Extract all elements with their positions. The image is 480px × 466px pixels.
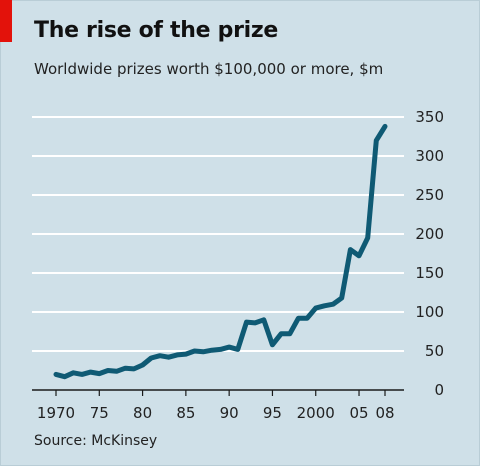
chart-title: The rise of the prize	[34, 18, 278, 43]
x-tick-label: 2000	[297, 404, 335, 422]
chart-subtitle: Worldwide prizes worth $100,000 or more,…	[34, 60, 384, 78]
y-tick-label: 300	[415, 147, 444, 165]
y-tick-label: 50	[425, 342, 444, 360]
x-tick-label: 05	[349, 404, 368, 422]
y-tick-label: 350	[415, 108, 444, 126]
y-tick-label: 200	[415, 225, 444, 243]
x-tick-label: 90	[220, 404, 239, 422]
y-tick-label: 0	[434, 381, 444, 399]
y-tick-label: 100	[415, 303, 444, 321]
x-tick-label: 95	[263, 404, 282, 422]
brand-accent-bar	[0, 0, 12, 42]
source-note: Source: McKinsey	[34, 433, 158, 449]
x-tick-label: 08	[375, 404, 394, 422]
y-tick-label: 150	[415, 264, 444, 282]
y-tick-label: 250	[415, 186, 444, 204]
x-tick-label: 80	[133, 404, 152, 422]
series-line	[53, 123, 388, 380]
x-tick-label: 75	[90, 404, 109, 422]
x-tick-label: 85	[176, 404, 195, 422]
x-tick-label: 1970	[37, 404, 75, 422]
